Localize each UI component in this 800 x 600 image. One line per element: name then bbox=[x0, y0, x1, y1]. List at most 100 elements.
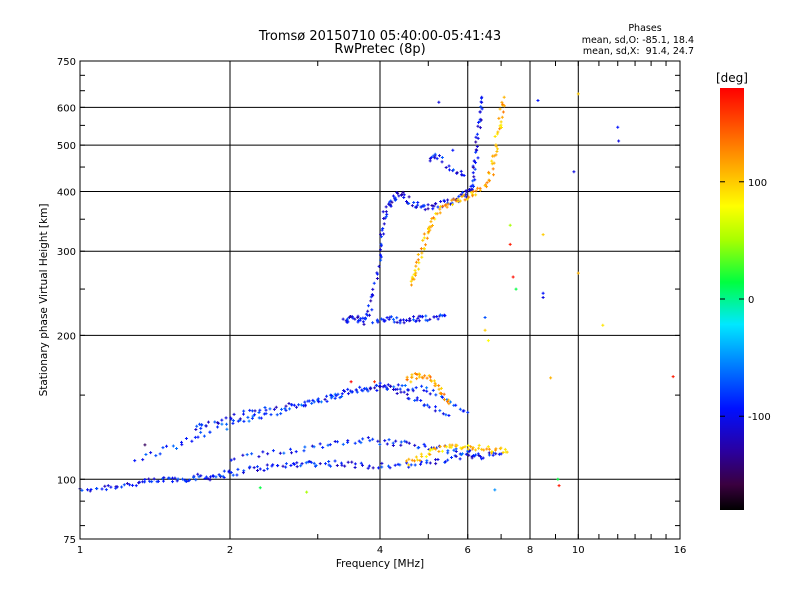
data-point bbox=[229, 417, 233, 421]
data-point bbox=[368, 439, 372, 443]
data-point bbox=[144, 452, 148, 456]
data-point bbox=[378, 442, 382, 446]
data-point bbox=[405, 392, 409, 396]
data-point bbox=[385, 212, 389, 216]
data-point bbox=[386, 383, 390, 387]
data-point bbox=[476, 136, 480, 140]
data-point bbox=[360, 463, 364, 467]
data-point bbox=[176, 477, 180, 481]
data-point bbox=[474, 453, 478, 457]
data-point bbox=[319, 400, 323, 404]
data-point bbox=[405, 375, 409, 379]
data-point bbox=[357, 439, 361, 443]
data-point bbox=[469, 190, 473, 194]
data-point bbox=[278, 451, 282, 455]
data-point bbox=[492, 154, 496, 158]
data-point bbox=[414, 260, 418, 264]
data-point bbox=[152, 477, 156, 481]
data-point bbox=[411, 389, 415, 393]
data-point bbox=[376, 319, 380, 323]
data-point bbox=[420, 255, 424, 259]
data-point bbox=[236, 419, 240, 423]
data-point bbox=[214, 475, 218, 479]
data-point bbox=[444, 166, 448, 170]
data-point bbox=[294, 450, 298, 454]
data-point bbox=[418, 373, 422, 377]
data-point bbox=[432, 379, 436, 383]
data-point bbox=[460, 452, 464, 456]
data-point bbox=[221, 474, 225, 478]
data-point bbox=[425, 389, 429, 393]
data-point bbox=[437, 384, 441, 388]
data-point bbox=[461, 446, 465, 450]
data-point bbox=[196, 472, 200, 476]
data-point bbox=[427, 405, 431, 409]
data-point bbox=[412, 201, 416, 205]
data-point bbox=[106, 484, 110, 488]
data-point bbox=[398, 387, 402, 391]
data-point bbox=[307, 399, 311, 403]
data-point bbox=[229, 471, 233, 475]
data-point bbox=[412, 277, 416, 281]
data-point bbox=[380, 317, 384, 321]
data-point bbox=[466, 447, 470, 451]
data-point bbox=[430, 379, 434, 383]
data-point bbox=[343, 464, 347, 468]
data-point bbox=[431, 207, 435, 211]
data-point bbox=[232, 412, 236, 416]
data-point bbox=[499, 123, 503, 127]
data-point bbox=[454, 403, 458, 407]
data-point bbox=[150, 480, 154, 484]
y-tick-label: 200 bbox=[57, 331, 76, 342]
data-point bbox=[195, 424, 199, 428]
data-point bbox=[425, 376, 429, 380]
data-point bbox=[289, 403, 293, 407]
data-point bbox=[190, 439, 194, 443]
data-point bbox=[194, 427, 198, 431]
data-point bbox=[308, 459, 312, 463]
data-point bbox=[466, 410, 470, 414]
data-point bbox=[368, 387, 372, 391]
data-point bbox=[231, 421, 235, 425]
data-point bbox=[436, 205, 440, 209]
data-point bbox=[572, 170, 576, 174]
data-point bbox=[469, 445, 473, 449]
data-point bbox=[394, 439, 398, 443]
data-point bbox=[470, 187, 474, 191]
data-point bbox=[389, 315, 393, 319]
data-point bbox=[416, 258, 420, 262]
data-point bbox=[418, 458, 422, 462]
data-point bbox=[441, 412, 445, 416]
data-point bbox=[211, 474, 215, 478]
data-point bbox=[143, 480, 147, 484]
data-point bbox=[479, 105, 483, 109]
data-point bbox=[420, 251, 424, 255]
data-point bbox=[549, 376, 553, 380]
data-point bbox=[131, 483, 135, 487]
data-point bbox=[426, 203, 430, 207]
data-point bbox=[404, 318, 408, 322]
data-point bbox=[309, 460, 313, 464]
data-point bbox=[500, 100, 504, 104]
data-point bbox=[425, 236, 429, 240]
data-point bbox=[477, 446, 481, 450]
data-point bbox=[380, 465, 384, 469]
data-point bbox=[402, 321, 406, 325]
data-point bbox=[415, 372, 419, 376]
data-point bbox=[441, 204, 445, 208]
data-point bbox=[426, 319, 430, 323]
data-point bbox=[340, 463, 344, 467]
data-point bbox=[414, 319, 418, 323]
y-tick-label: 500 bbox=[57, 141, 76, 152]
data-point bbox=[349, 390, 353, 394]
data-point bbox=[451, 148, 455, 152]
data-point bbox=[434, 405, 438, 409]
data-point bbox=[393, 463, 397, 467]
data-point bbox=[425, 386, 429, 390]
data-point bbox=[438, 445, 442, 449]
colorbar-title: [deg] bbox=[716, 71, 748, 85]
data-point bbox=[284, 465, 288, 469]
data-point bbox=[497, 116, 501, 120]
data-point bbox=[480, 447, 484, 451]
data-point bbox=[433, 202, 437, 206]
